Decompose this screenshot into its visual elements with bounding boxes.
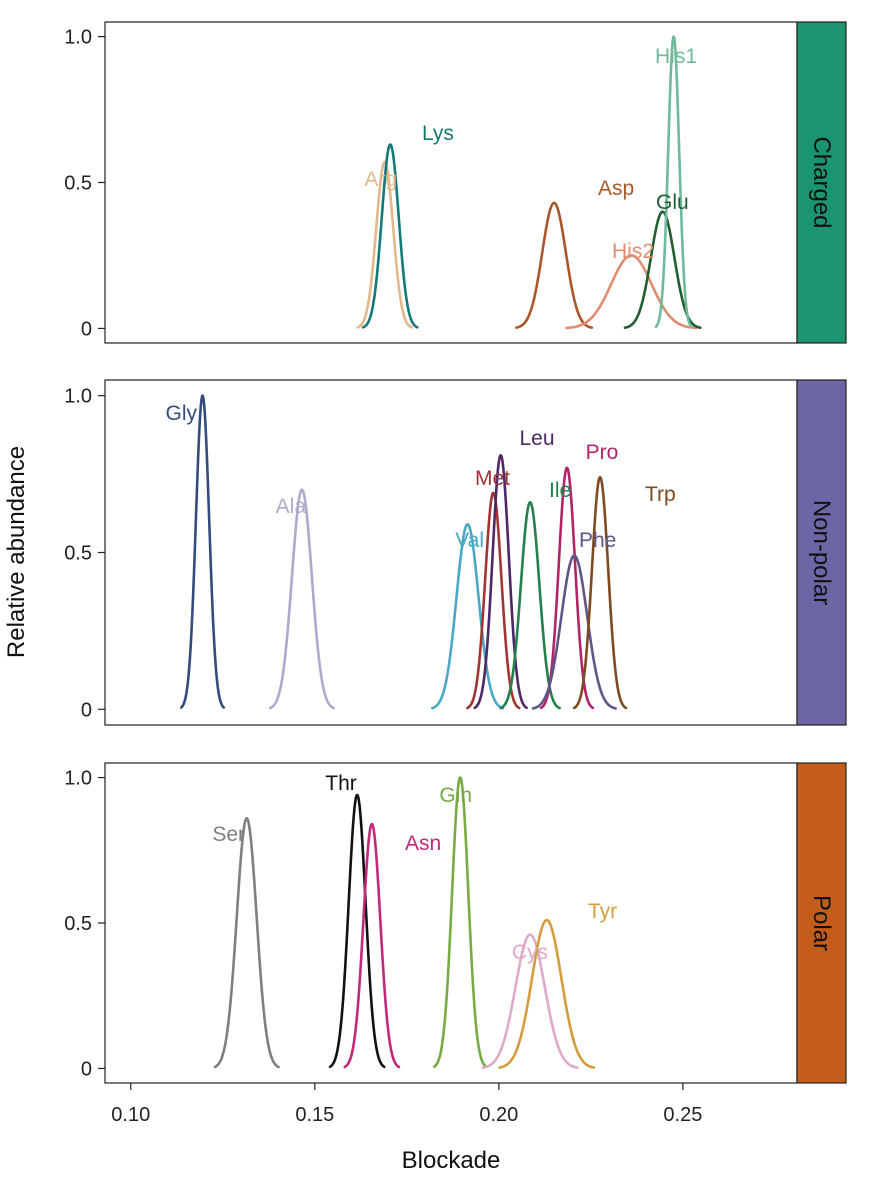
x-tick-label-3: 0.25 <box>663 1104 702 1126</box>
label-ala: Ala <box>276 495 307 518</box>
curve-arg <box>356 160 414 329</box>
label-lys: Lys <box>422 122 454 145</box>
label-pro: Pro <box>586 441 619 464</box>
curve-tyr <box>498 918 596 1069</box>
strip-non-polar <box>796 379 847 726</box>
curve-lys <box>361 143 419 329</box>
label-trp: Trp <box>645 483 676 506</box>
label-tyr: Tyr <box>588 900 617 923</box>
curve-his2 <box>565 254 698 330</box>
label-his1: His1 <box>655 45 697 68</box>
curve-trp <box>572 475 628 710</box>
x-tick-label-2: 0.20 <box>479 1104 518 1126</box>
curve-cys <box>481 933 579 1069</box>
label-ile: Ile <box>549 479 571 502</box>
y-tick-label-charged-0: 0 <box>81 318 92 340</box>
curve-phe <box>531 554 617 710</box>
x-tick-label-0: 0.10 <box>111 1104 150 1126</box>
curve-val <box>430 522 505 710</box>
strip-polar <box>796 762 847 1084</box>
label-gly: Gly <box>166 402 198 425</box>
label-arg: Arg <box>364 168 397 191</box>
curve-gly <box>180 394 226 709</box>
strip-charged <box>796 21 847 344</box>
x-axis: 0.10 0.15 0.20 0.25 <box>111 1083 702 1126</box>
label-ser: Ser <box>212 823 245 846</box>
y-tick-label-non-polar-2: 1.0 <box>64 386 92 408</box>
label-met: Met <box>475 467 510 490</box>
curve-gln <box>432 776 488 1069</box>
panel-frame-non-polar <box>104 379 798 726</box>
curve-ser <box>213 816 280 1069</box>
curve-asn <box>343 822 401 1069</box>
y-tick-label-charged-1: 0.5 <box>64 173 92 195</box>
panel-non-polar: Non-polar 0 0.5 1.0 Gly Ala Val Met Leu Ile Pro Phe… <box>64 379 847 726</box>
curve-thr <box>328 793 386 1069</box>
curve-asp <box>515 201 594 329</box>
x-axis-title: Blockade <box>402 1147 501 1174</box>
label-glu: Glu <box>656 191 689 214</box>
label-cys: Cys <box>512 941 548 964</box>
label-thr: Thr <box>325 772 357 795</box>
panel-polar: Polar 0 0.5 1.0 Ser Thr Asn Gln Cys Tyr <box>64 762 847 1084</box>
y-tick-label-polar-1: 0.5 <box>64 913 92 935</box>
label-his2: His2 <box>612 240 654 263</box>
curve-his1 <box>654 35 693 328</box>
y-tick-label-non-polar-0: 0 <box>81 699 92 721</box>
curve-ala <box>268 488 336 710</box>
strip-label-polar: Polar <box>808 895 835 951</box>
label-phe: Phe <box>579 529 616 552</box>
y-tick-label-non-polar-1: 0.5 <box>64 543 92 565</box>
panels-layer: Charged 0 0.5 1.0 Arg Lys Asp His2 Glu His1 Non-po… <box>64 21 847 1126</box>
curve-leu <box>473 453 528 710</box>
label-asn: Asn <box>405 832 441 855</box>
x-tick-label-1: 0.15 <box>295 1104 334 1126</box>
label-asp: Asp <box>598 177 634 200</box>
label-leu: Leu <box>519 427 554 450</box>
y-tick-label-charged-2: 1.0 <box>64 27 92 49</box>
strip-label-charged: Charged <box>808 136 835 228</box>
y-tick-label-polar-2: 1.0 <box>64 768 92 790</box>
y-axis-title: Relative abundance <box>3 446 30 658</box>
y-tick-label-polar-0: 0 <box>81 1058 92 1080</box>
panel-frame-charged <box>104 21 798 344</box>
strip-label-non-polar: Non-polar <box>808 500 835 605</box>
label-val: Val <box>455 529 484 552</box>
panel-charged: Charged 0 0.5 1.0 Arg Lys Asp His2 Glu His1 <box>64 21 847 344</box>
label-gln: Gln <box>439 784 472 807</box>
